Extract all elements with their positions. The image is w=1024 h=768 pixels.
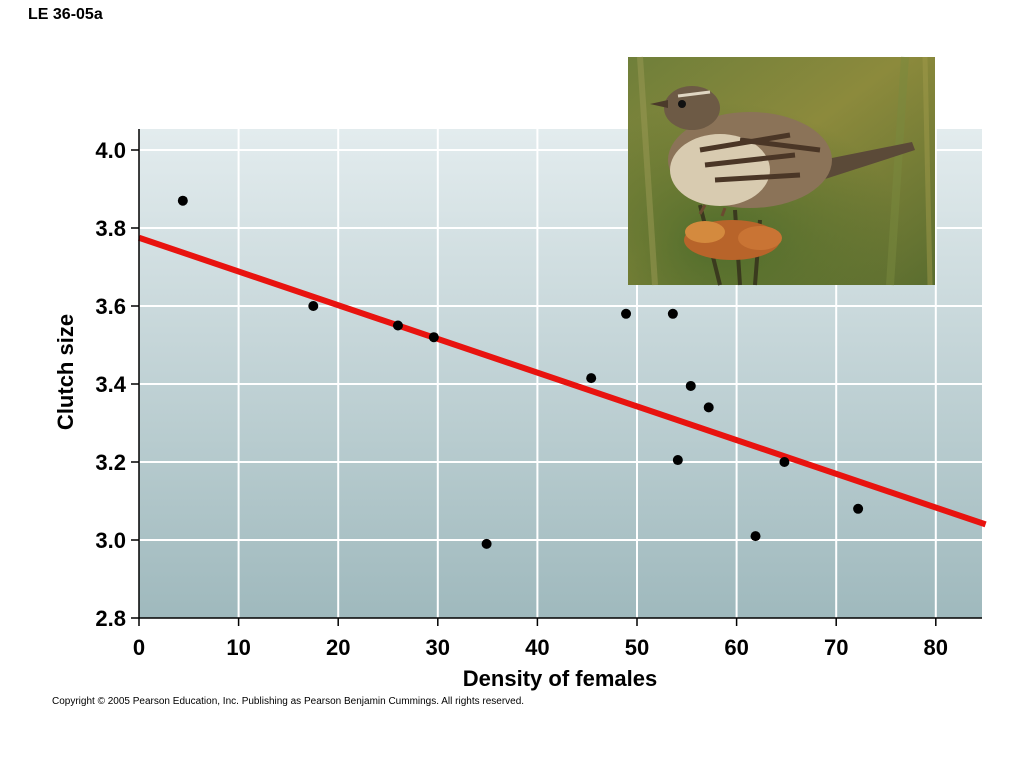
x-tick-label: 0 (133, 635, 145, 660)
data-point (429, 332, 439, 342)
x-tick-label: 80 (924, 635, 948, 660)
scatter-chart: 2.83.03.23.43.63.84.0 0 10 20 30 40 50 60 70 80 … (0, 0, 1024, 768)
y-tick-label: 2.8 (95, 606, 126, 631)
data-point (308, 301, 318, 311)
x-tick-label: 20 (326, 635, 350, 660)
x-tick-label: 70 (824, 635, 848, 660)
data-point (673, 455, 683, 465)
x-axis-title: Density of females (463, 666, 657, 691)
y-tick-label: 3.0 (95, 528, 126, 553)
x-tick-label: 40 (525, 635, 549, 660)
y-tick-label: 3.2 (95, 450, 126, 475)
x-tick-label: 60 (724, 635, 748, 660)
x-tick-label: 50 (625, 635, 649, 660)
y-tick-label: 3.6 (95, 294, 126, 319)
y-tick-label: 4.0 (95, 138, 126, 163)
data-point (393, 321, 403, 331)
x-tick-label: 30 (426, 635, 450, 660)
y-axis-title: Clutch size (53, 314, 78, 430)
data-point (178, 196, 188, 206)
y-axis-ticks: 2.8 3.0 3.2 3.4 3.6 3.8 4.0 (95, 138, 139, 631)
data-point (586, 373, 596, 383)
data-point (779, 457, 789, 467)
bird-photo (628, 57, 935, 285)
x-axis-ticks: 0 10 20 30 40 50 60 70 80 (133, 618, 948, 660)
data-point (686, 381, 696, 391)
y-tick-label: 3.4 (95, 372, 126, 397)
copyright-notice: Copyright © 2005 Pearson Education, Inc.… (52, 696, 524, 707)
y-tick-label: 3.8 (95, 216, 126, 241)
x-tick-label: 10 (226, 635, 250, 660)
data-point (853, 504, 863, 514)
data-point (704, 402, 714, 412)
data-point (668, 309, 678, 319)
data-point (621, 309, 631, 319)
data-point (482, 539, 492, 549)
data-point (751, 531, 761, 541)
